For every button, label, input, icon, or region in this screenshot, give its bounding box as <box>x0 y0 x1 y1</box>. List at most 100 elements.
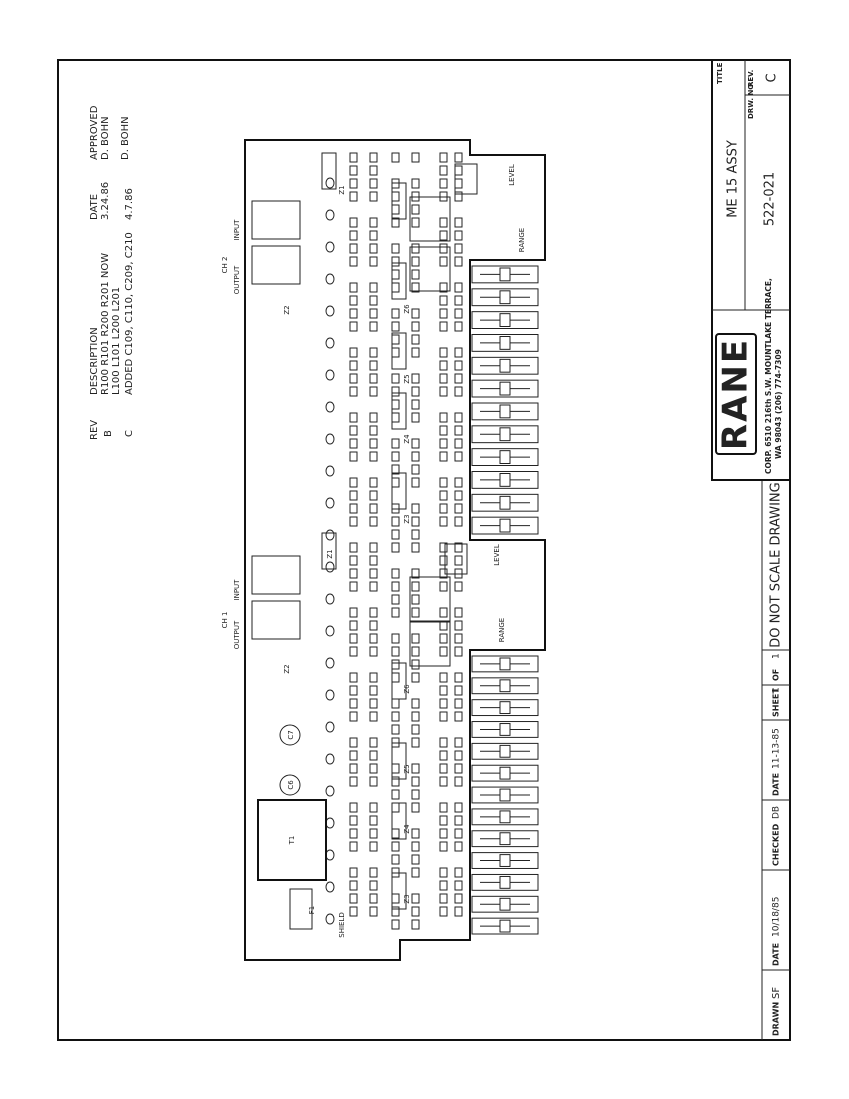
resistor <box>391 568 400 579</box>
address: CORP. 6510 216th S.W. MOUNTLAKE TERRACE, <box>764 278 773 474</box>
resistor <box>411 243 420 254</box>
capacitor <box>325 657 335 669</box>
slider <box>471 852 539 869</box>
slider-knob <box>499 335 511 350</box>
resistor <box>391 243 400 254</box>
resistor <box>349 828 358 839</box>
jack <box>251 600 301 640</box>
rev-header: DATE <box>89 194 100 220</box>
slider <box>471 448 539 466</box>
resistor <box>439 555 448 566</box>
resistor <box>391 373 400 384</box>
resistor <box>439 646 448 657</box>
resistor <box>369 607 378 618</box>
resistor <box>454 893 463 904</box>
resistor <box>411 464 420 475</box>
resistor <box>369 347 378 358</box>
board-label: Z2 <box>283 664 291 673</box>
resistor <box>391 607 400 618</box>
date-label: DATE <box>772 773 781 796</box>
resistor <box>439 906 448 917</box>
resistor <box>411 204 420 215</box>
resistor <box>411 906 420 917</box>
board-label: CH 1 <box>221 612 229 629</box>
resistor <box>369 620 378 631</box>
resistor <box>439 438 448 449</box>
resistor <box>391 282 400 293</box>
resistor <box>439 633 448 644</box>
resistor <box>411 386 420 397</box>
checked-label: CHECKED <box>772 823 781 866</box>
resistor <box>439 490 448 501</box>
slider-knob <box>499 290 511 305</box>
description: ADDED C109, C110, C209, C210 <box>124 232 135 395</box>
resistor <box>369 750 378 761</box>
ic <box>391 742 407 780</box>
resistor <box>391 451 400 462</box>
resistor <box>439 685 448 696</box>
resistor <box>439 295 448 306</box>
resistor <box>411 737 420 748</box>
resistor <box>454 633 463 644</box>
resistor <box>454 802 463 813</box>
slider <box>471 379 539 398</box>
resistor <box>454 672 463 683</box>
resistor <box>369 906 378 917</box>
resistor <box>391 672 400 683</box>
capacitor <box>325 497 335 509</box>
slider <box>471 516 539 535</box>
slider <box>471 742 539 760</box>
resistor <box>454 906 463 917</box>
resistor <box>369 360 378 371</box>
date: 11-13-85 <box>772 728 782 769</box>
slider <box>471 764 539 782</box>
resistor <box>369 152 378 163</box>
resistor <box>439 451 448 462</box>
resistor <box>349 321 358 332</box>
rev: B <box>103 430 114 437</box>
resistor <box>439 425 448 436</box>
resistor <box>454 542 463 553</box>
resistor <box>369 191 378 202</box>
resistor <box>349 386 358 397</box>
resistor <box>369 763 378 774</box>
board-label: Z1 <box>326 549 334 558</box>
resistor <box>439 867 448 878</box>
of-label: OF <box>772 669 781 681</box>
board-label: Z3 <box>403 894 411 903</box>
resistor <box>349 763 358 774</box>
rotated-frame: DRAWN SF DATE 10/18/85 CHECKED DB DATE 1… <box>57 59 791 1041</box>
resistor <box>369 880 378 891</box>
board-label: F1 <box>308 906 316 914</box>
resistor <box>454 347 463 358</box>
resistor <box>454 217 463 228</box>
board-label: CH 2 <box>221 257 229 274</box>
resistor <box>454 178 463 189</box>
rev: C <box>124 430 135 437</box>
board-label: INPUT <box>233 579 241 601</box>
slider-knob <box>499 875 511 889</box>
approved: D. BOHN <box>120 116 131 160</box>
pot <box>454 163 478 195</box>
resistor <box>439 516 448 527</box>
resistor <box>411 178 420 189</box>
capacitor <box>279 774 301 796</box>
drawn-label: DRAWN <box>772 1002 781 1036</box>
resistor <box>391 776 400 787</box>
ic <box>391 662 407 700</box>
resistor <box>349 152 358 163</box>
resistor <box>349 867 358 878</box>
resistor <box>454 750 463 761</box>
resistor <box>411 477 420 488</box>
resistor <box>391 828 400 839</box>
resistor <box>391 269 400 280</box>
capacitor <box>325 689 335 701</box>
resistor <box>411 373 420 384</box>
resistor <box>454 646 463 657</box>
resistor <box>391 334 400 345</box>
slider <box>471 493 539 512</box>
resistor <box>391 841 400 852</box>
resistor <box>454 607 463 618</box>
resistor <box>411 776 420 787</box>
